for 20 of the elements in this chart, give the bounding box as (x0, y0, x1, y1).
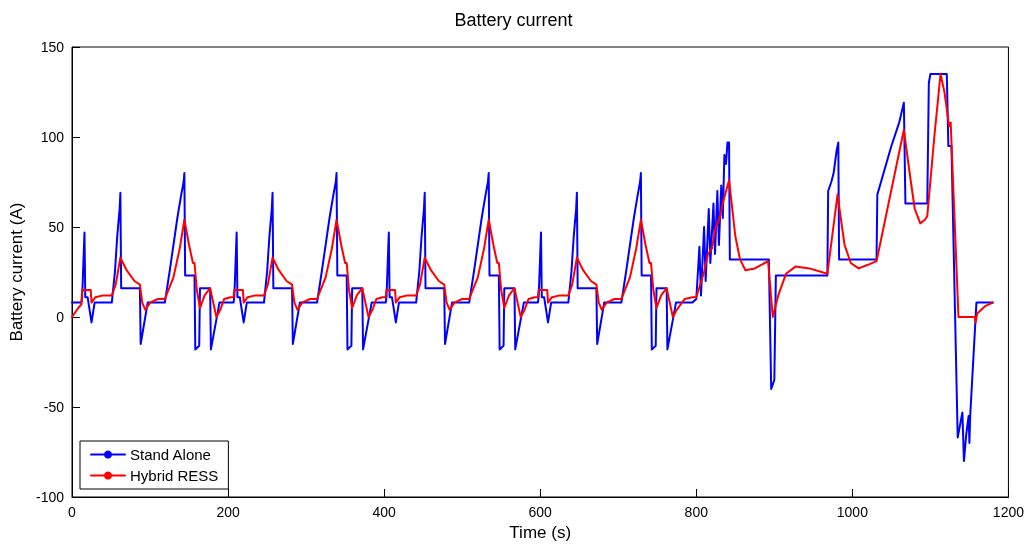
x-tick-label: 200 (216, 504, 240, 520)
y-tick-label: -100 (35, 489, 65, 505)
line-series (71, 73, 994, 324)
line-series (71, 73, 994, 462)
x-tick-label: 1200 (992, 504, 1025, 520)
legend-label: Stand Alone (130, 446, 211, 463)
x-tick-label: 600 (528, 504, 553, 520)
x-tick-label: 1000 (836, 504, 869, 520)
x-tick-label: 400 (372, 504, 397, 520)
y-tick-label: -50 (43, 399, 65, 415)
x-tick-label: 800 (684, 504, 709, 520)
x-tick-label: 0 (68, 504, 77, 520)
legend-label: Hybrid RESS (130, 467, 219, 484)
y-tick-label: 0 (56, 309, 65, 325)
y-tick-label: 100 (40, 129, 65, 145)
y-tick-label: 150 (40, 39, 65, 55)
chart-title: Battery current (454, 10, 573, 30)
y-axis-title: Battery current (A) (7, 202, 27, 342)
y-tick-label: 50 (48, 219, 65, 235)
x-axis-title: Time (s) (509, 522, 572, 542)
